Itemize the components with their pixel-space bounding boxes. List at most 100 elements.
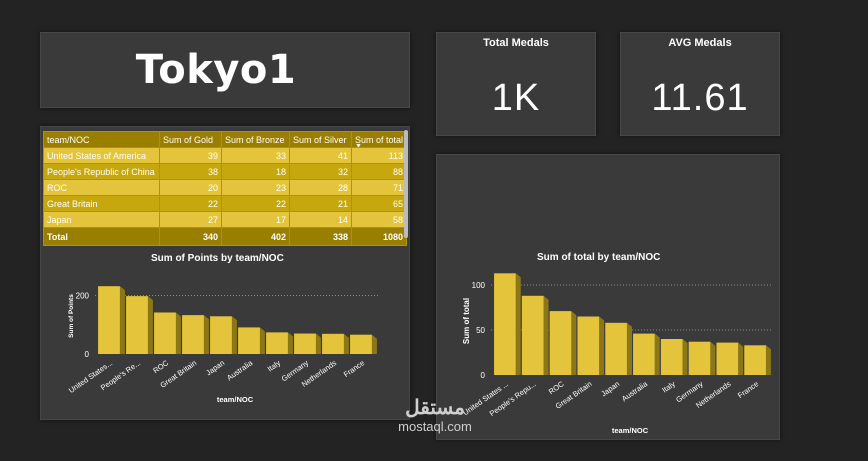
bar-side [654,333,660,375]
watermark-arabic: مستقل [405,397,465,419]
y-tick-label: 0 [85,350,90,359]
table-row[interactable]: ROC 20 23 28 71 [43,179,408,196]
bar-side [315,333,321,354]
cell-team: United States of America [43,147,160,164]
bar [494,273,516,375]
points-chart-title: Sum of Points by team/NOC [151,253,284,264]
bar [633,333,655,375]
y-tick-label: 200 [76,292,90,301]
x-tick-label: Japan [599,379,621,398]
y-axis-title: Sum of Points [68,294,75,338]
x-tick-label: Australia [225,358,255,383]
watermark-logo: مستقل mostaql.com [380,396,490,434]
bar-side [543,295,549,375]
col-header-bronze[interactable]: Sum of Bronze [221,131,290,148]
total-medals-label: Total Medals [483,37,549,49]
bar-side [119,286,125,354]
bar [521,295,544,375]
bar-side [626,322,632,375]
x-tick-label: ROC [151,358,170,375]
x-tick-label: Japan [204,358,226,377]
cell-gold: 22 [159,195,222,212]
cell-silver: 21 [289,195,352,212]
cell-silver: 32 [289,163,352,180]
bar [182,315,204,354]
cell-total: 58 [350,211,408,228]
right-visual-panel: Sum of total by team/NOC 0 50 100 United St… [436,154,780,440]
cell-total: 71 [350,179,408,196]
bar [238,327,260,354]
cell-bronze: 23 [221,179,290,196]
bar [98,286,120,354]
x-axis-title: team/NOC [612,426,649,435]
bar-side [515,273,521,375]
bar [605,322,627,375]
bar-side [682,339,688,375]
bar [210,316,232,354]
dashboard-title: Tokyo1 [135,47,297,93]
cell-gold: 39 [159,147,222,164]
col-header-team[interactable]: team/NOC [43,131,160,148]
bar [688,341,711,375]
cell-gold: 38 [159,163,222,180]
cell-team: Great Britain [43,195,160,212]
cell-bronze: 22 [221,195,290,212]
table-row[interactable]: United States of America 39 33 41 113 [43,147,408,164]
cell-total-label: Total [43,227,160,246]
table-row[interactable]: People's Republic of China 38 18 32 88 [43,163,408,180]
y-tick-label: 50 [476,326,485,335]
cell-total-sum: 1080 [350,227,408,246]
bar-side [147,296,153,354]
bar-side [765,345,771,375]
y-tick-label: 0 [481,371,486,380]
x-tick-label: Australia [620,379,650,404]
col-header-gold[interactable]: Sum of Gold [159,131,222,148]
cell-silver: 41 [289,147,352,164]
bar [322,333,344,354]
bar-side [599,316,605,375]
bar-side [571,311,577,375]
medal-table[interactable]: team/NOC Sum of Gold Sum of Bronze Sum o… [43,131,408,246]
cell-total-gold: 340 [159,227,222,246]
x-tick-label: France [342,358,366,379]
cell-bronze: 18 [221,163,290,180]
sort-desc-icon: ▼ [355,143,362,148]
total-medals-card[interactable]: Total Medals 1K [436,32,596,136]
bar [660,339,683,375]
bar [549,311,572,375]
cell-total: 88 [350,163,408,180]
cell-silver: 28 [289,179,352,196]
bar-side [259,327,265,354]
x-axis-title: team/NOC [217,395,254,404]
cell-total: 65 [350,195,408,212]
table-row[interactable]: Japan 27 17 14 58 [43,211,408,228]
cell-total-bronze: 402 [221,227,290,246]
bar [154,312,176,354]
bar-side [710,341,716,375]
y-tick-label: 100 [472,281,486,290]
avg-medals-label: AVG Medals [668,37,732,49]
cell-bronze: 17 [221,211,290,228]
cell-total: 113 [350,147,408,164]
bar-side [343,333,349,354]
x-tick-label: Italy [660,379,677,394]
bar [126,296,148,354]
watermark-latin: mostaql.com [398,419,472,434]
cell-team: Japan [43,211,160,228]
table-scrollbar[interactable] [404,130,408,238]
bar [716,342,739,375]
avg-medals-card[interactable]: AVG Medals 11.61 [620,32,780,136]
bar [266,332,288,354]
col-header-total[interactable]: Sum of total ▼ [350,131,408,148]
col-header-silver[interactable]: Sum of Silver [289,131,352,148]
bar-side [287,332,293,354]
x-tick-label: France [736,379,760,400]
table-row[interactable]: Great Britain 22 22 21 65 [43,195,408,212]
bar-side [738,342,744,375]
left-visual-panel: team/NOC Sum of Gold Sum of Bronze Sum o… [40,126,410,420]
cell-gold: 20 [159,179,222,196]
x-tick-label: Italy [266,358,283,373]
cell-team: ROC [43,179,160,196]
